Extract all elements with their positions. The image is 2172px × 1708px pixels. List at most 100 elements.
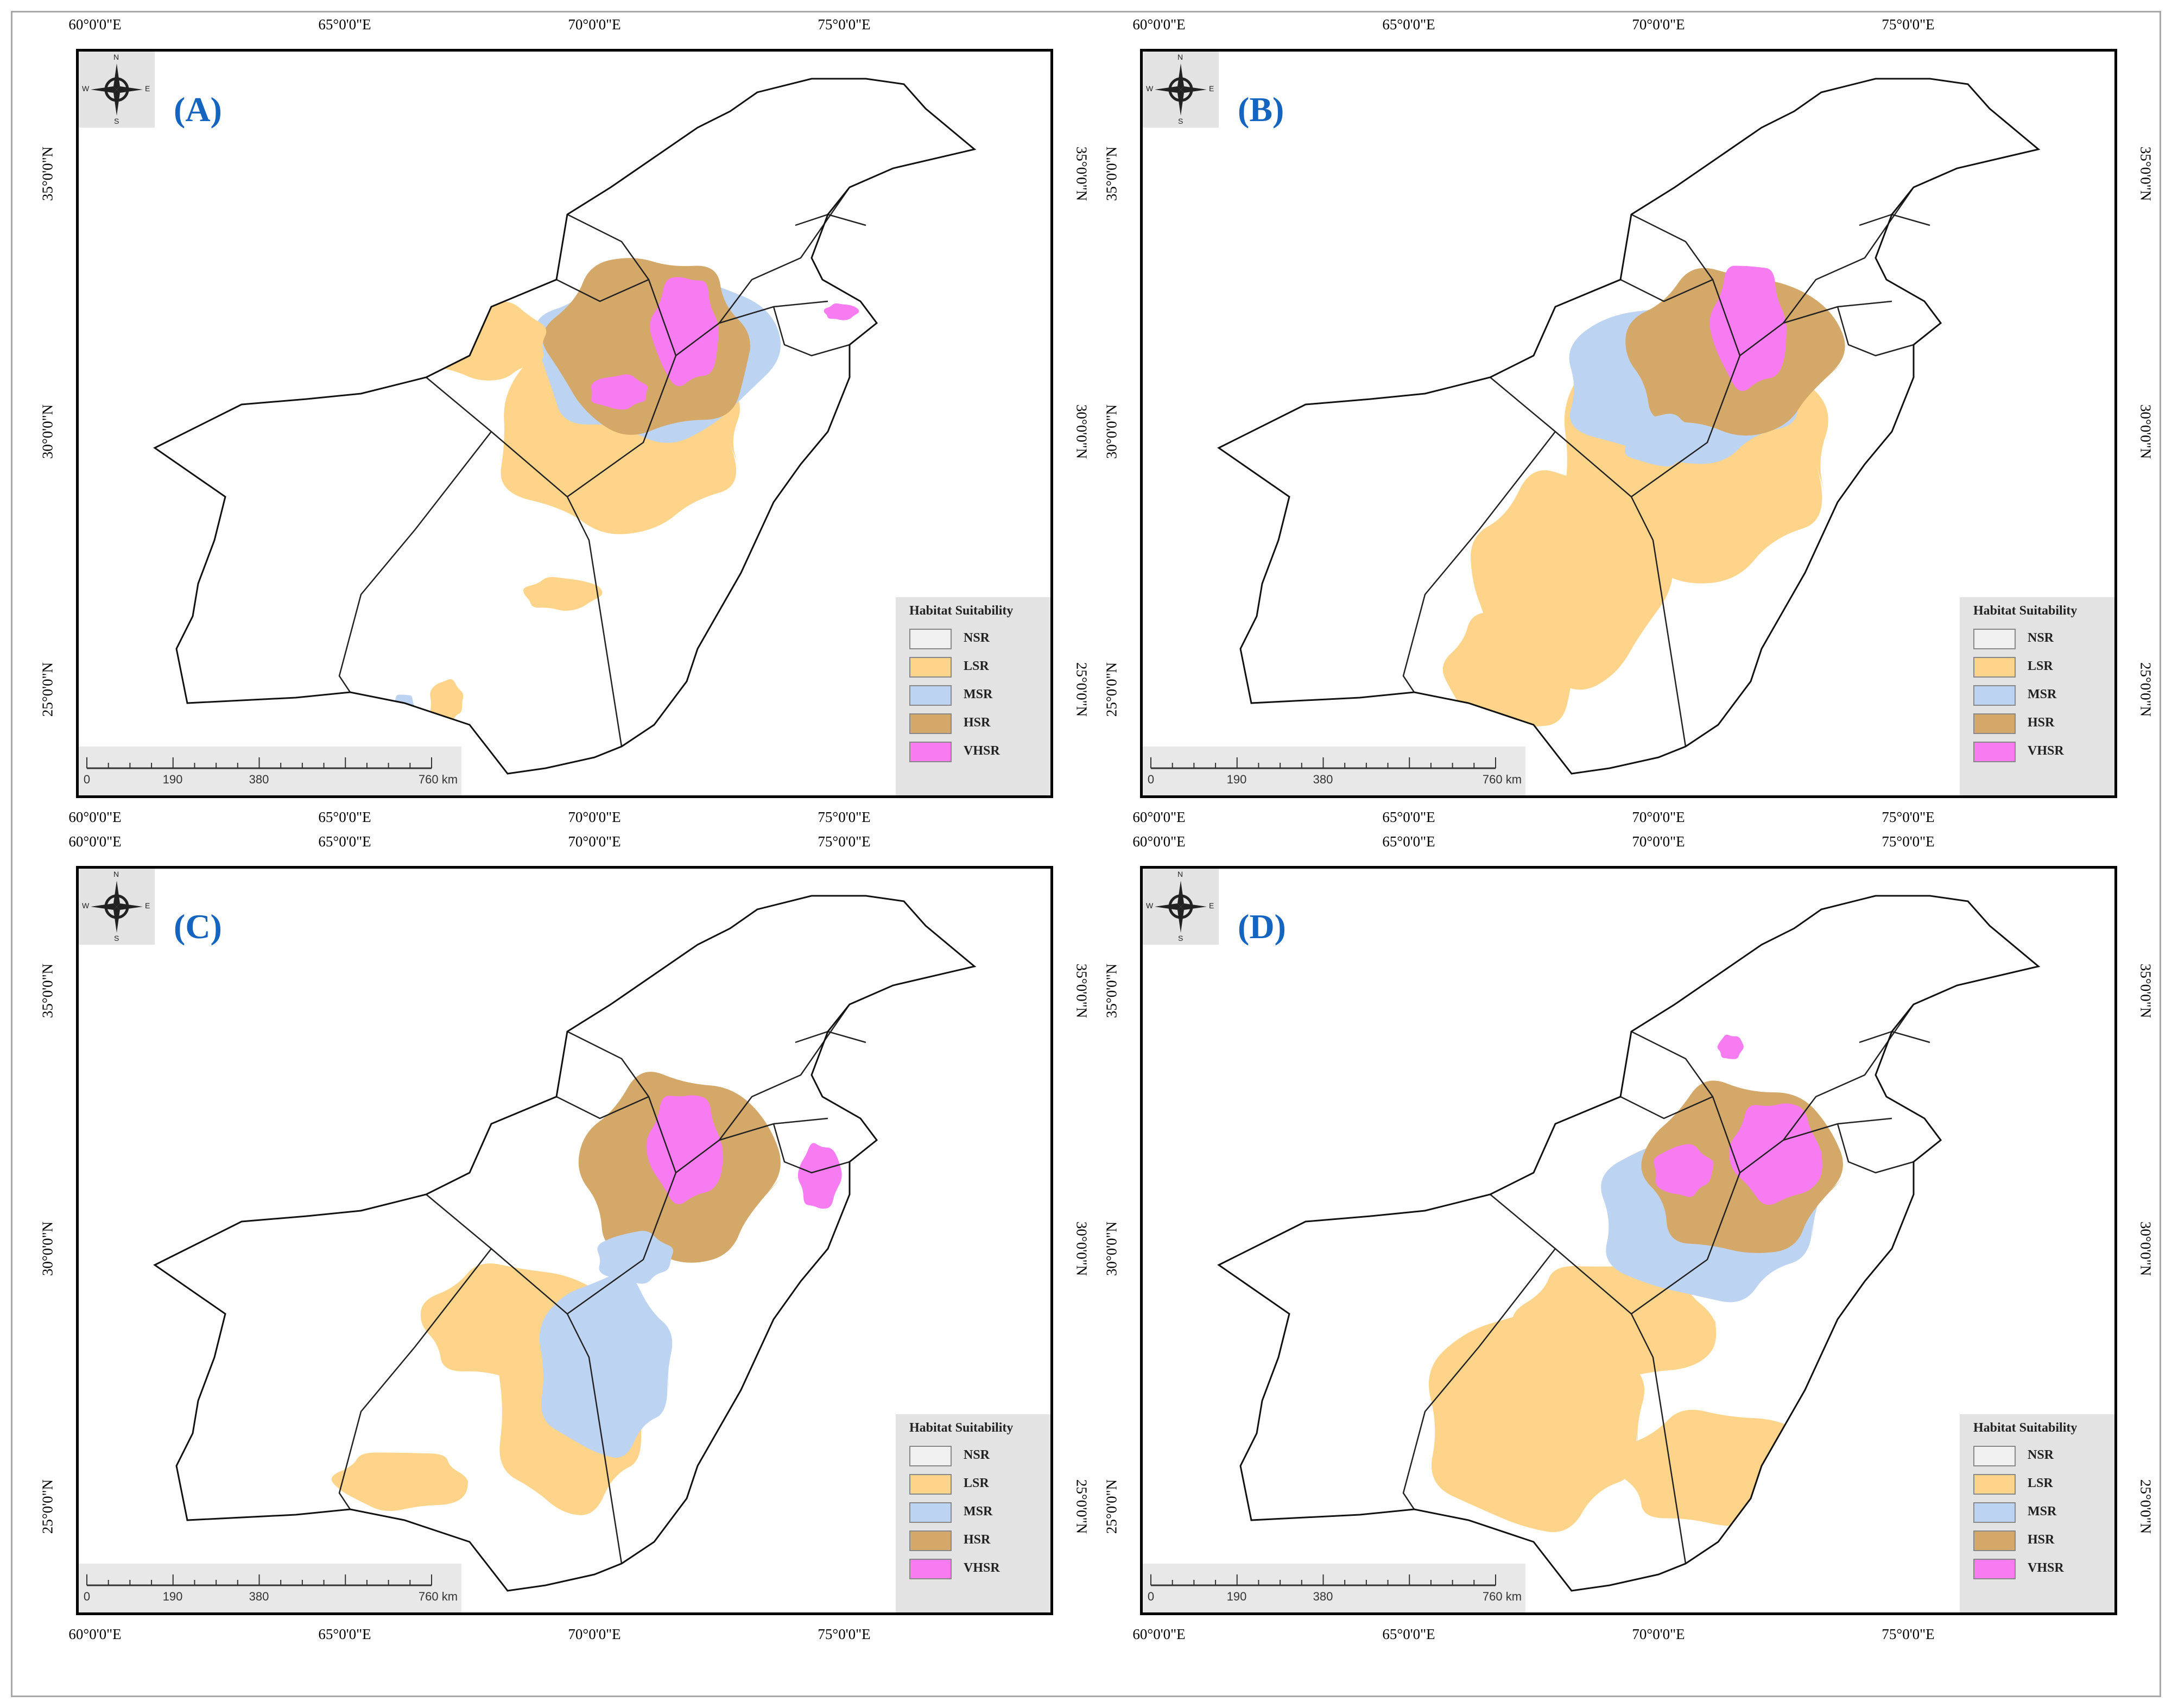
scale-label: 0 — [83, 773, 91, 786]
legend-label: NSR — [2028, 631, 2054, 645]
legend-swatch — [1973, 685, 2016, 706]
compass-e: E — [1209, 901, 1214, 910]
legend-swatch — [909, 742, 952, 762]
legend-title: Habitat Suitability — [909, 604, 1014, 618]
country-boundary — [153, 78, 977, 775]
province-boundary — [1631, 213, 1741, 356]
legend-swatch — [1973, 1446, 2016, 1466]
pakistan-map — [153, 895, 977, 1592]
longitude-label: 75°0'0"E — [818, 16, 871, 33]
scale-bar-graphic — [1150, 1574, 1496, 1586]
scale-label: 190 — [1226, 773, 1247, 786]
longitude-label: 60°0'0"E — [1132, 833, 1186, 850]
compass-w: W — [1146, 901, 1154, 910]
province-boundary — [1631, 300, 1892, 498]
scale-label: 760 km — [418, 773, 458, 786]
legend: Habitat Suitability NSR LSR MSR HSR VHSR — [896, 597, 1050, 795]
legend-title: Habitat Suitability — [1973, 604, 2078, 618]
compass-s: S — [1178, 117, 1183, 125]
longitude-label: 65°0'0"E — [1382, 833, 1435, 850]
province-boundary — [567, 1117, 828, 1315]
province-boundary — [1620, 279, 1713, 302]
scale-label: 0 — [1147, 773, 1155, 786]
map-panel: 60°0'0"E 60°0'0"E 65°0'0"E 65°0'0"E 70°0'0"E… — [1086, 833, 2154, 1659]
legend-swatch — [1973, 1530, 2016, 1551]
longitude-label: 60°0'0"E — [68, 833, 122, 850]
legend-label: LSR — [2028, 659, 2053, 673]
legend-swatch — [1973, 657, 2016, 678]
latitude-label: 35°0'0"N — [39, 963, 56, 1019]
longitude-label: 70°0'0"E — [568, 16, 621, 33]
scale-label: 760 km — [1482, 773, 1522, 786]
longitude-label: 75°0'0"E — [1882, 833, 1935, 850]
suitability-patch-vhsr — [1729, 1103, 1823, 1205]
compass-n: N — [1177, 870, 1183, 878]
map-frame: N S W E (A) 0 190 380 760 km Habitat Suitability N… — [76, 49, 1053, 798]
compass-n: N — [113, 53, 119, 61]
compass-rose-icon — [91, 64, 143, 116]
north-arrow: N S W E — [1143, 52, 1219, 128]
longitude-label: 60°0'0"E — [68, 809, 122, 825]
legend-label: VHSR — [964, 744, 1000, 758]
scale-label: 190 — [162, 1590, 183, 1603]
province-boundary — [1402, 431, 1556, 693]
suitability-patch-lsr — [523, 577, 605, 611]
longitude-label: 75°0'0"E — [1882, 809, 1935, 825]
scale-bar: 0 190 380 760 km — [79, 1564, 461, 1612]
province-boundary — [772, 306, 850, 357]
longitude-label: 70°0'0"E — [1632, 833, 1685, 850]
longitude-label: 65°0'0"E — [318, 833, 371, 850]
scale-label: 380 — [249, 773, 269, 786]
scale-bar-graphic — [1150, 757, 1496, 769]
compass-rose-icon — [1155, 64, 1207, 116]
legend-swatch — [1973, 1559, 2016, 1579]
longitude-label: 65°0'0"E — [318, 16, 371, 33]
scale-label: 190 — [1226, 1590, 1247, 1603]
longitude-label: 65°0'0"E — [1382, 1626, 1435, 1642]
suitability-patch-vhsr — [646, 1095, 723, 1204]
suitability-patch-vhsr — [1717, 1034, 1745, 1059]
latitude-label: 35°0'0"N — [1103, 963, 1120, 1019]
scale-label: 380 — [1313, 773, 1333, 786]
longitude-label: 60°0'0"E — [68, 1626, 122, 1642]
latitude-label: 25°0'0"N — [2137, 1479, 2154, 1534]
legend-label: VHSR — [2028, 744, 2064, 758]
longitude-label: 70°0'0"E — [568, 833, 621, 850]
compass-e: E — [1209, 84, 1214, 93]
map-frame: N S W E (C) 0 190 380 760 km Habitat Suitability N… — [76, 866, 1053, 1615]
compass-e: E — [145, 84, 150, 93]
longitude-label: 60°0'0"E — [1132, 1626, 1186, 1642]
suitability-patch-msr — [597, 1231, 674, 1284]
province-boundary — [1837, 1123, 1914, 1174]
longitude-label: 75°0'0"E — [1882, 16, 1935, 33]
province-boundary — [1402, 1248, 1556, 1510]
legend-label: MSR — [2028, 1504, 2057, 1519]
scale-bar: 0 190 380 760 km — [1143, 1564, 1525, 1612]
longitude-label: 75°0'0"E — [1882, 1626, 1935, 1642]
longitude-label: 70°0'0"E — [1632, 1626, 1685, 1642]
province-boundary — [1620, 1096, 1713, 1119]
legend-swatch — [1973, 742, 2016, 762]
legend: Habitat Suitability NSR LSR MSR HSR VHSR — [1960, 1414, 2114, 1612]
legend-label: HSR — [964, 716, 991, 730]
scale-bar: 0 190 380 760 km — [79, 747, 461, 795]
legend-swatch — [909, 1446, 952, 1466]
compass-rose-icon — [1155, 881, 1207, 933]
longitude-label: 60°0'0"E — [1132, 16, 1186, 33]
suitability-patch-lsr — [430, 679, 464, 723]
compass-s: S — [1178, 934, 1183, 942]
suitability-patch-lsr — [331, 1452, 468, 1511]
legend-title: Habitat Suitability — [1973, 1421, 2078, 1435]
legend-swatch — [909, 629, 952, 649]
longitude-label: 70°0'0"E — [568, 1626, 621, 1642]
suitability-patch-msr — [539, 1273, 673, 1458]
legend-label: NSR — [964, 1448, 990, 1462]
compass-w: W — [82, 84, 90, 93]
panel-letter: (B) — [1238, 90, 1284, 129]
legend-label: VHSR — [2028, 1561, 2064, 1575]
legend-title: Habitat Suitability — [909, 1421, 1014, 1435]
latitude-label: 25°0'0"N — [39, 1479, 56, 1534]
compass-n: N — [113, 870, 119, 878]
suitability-patch-lsr — [1512, 1266, 1718, 1383]
suitability-patch-vhsr — [1654, 1144, 1714, 1197]
